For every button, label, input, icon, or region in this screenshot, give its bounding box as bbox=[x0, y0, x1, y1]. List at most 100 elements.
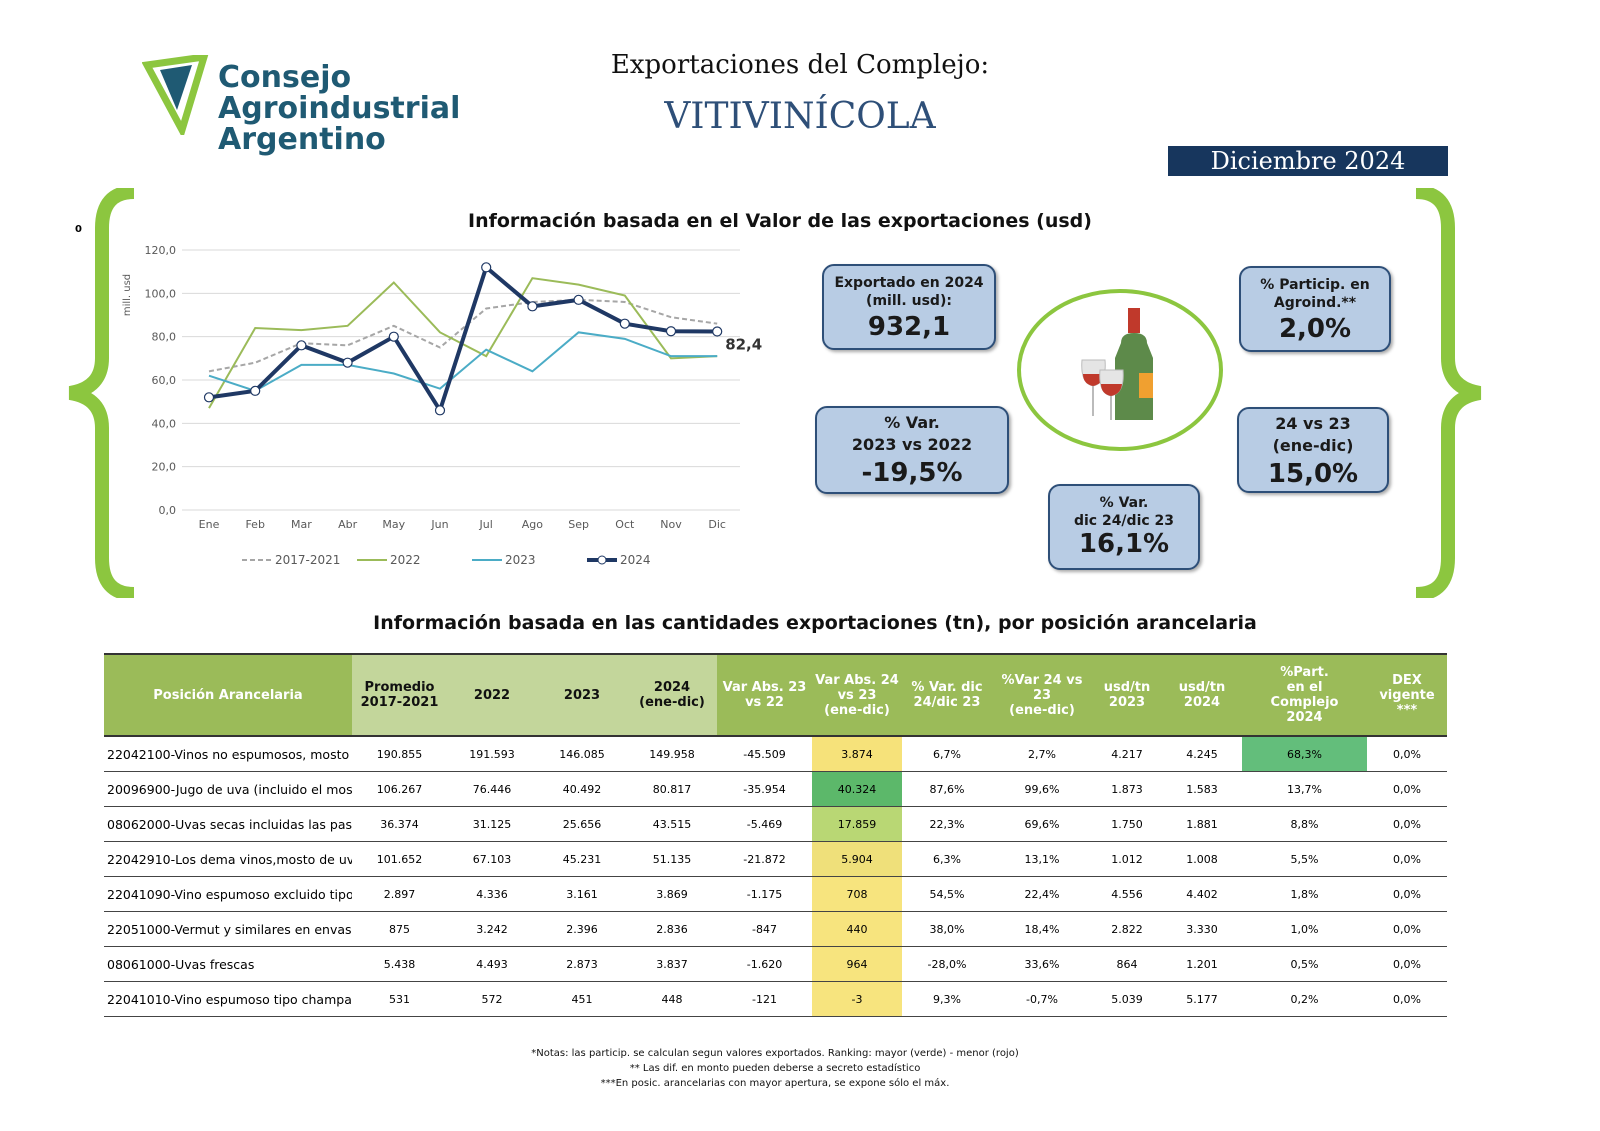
table-cell: 51.135 bbox=[627, 841, 717, 877]
table-cell: 448 bbox=[627, 981, 717, 1017]
footnote: ***En posic. arancelarias con mayor aper… bbox=[600, 1078, 950, 1089]
x-tick-label: Nov bbox=[660, 518, 682, 531]
table-cell: -3 bbox=[812, 981, 902, 1017]
table-cell: 146.085 bbox=[537, 736, 627, 772]
logo-line: Argentino bbox=[218, 122, 386, 157]
kpi-exported-2024: Exportado en 2024 (mill. usd): 932,1 bbox=[822, 264, 996, 350]
table-row: 22042100-Vinos no espumosos, mosto de 190… bbox=[104, 736, 1447, 772]
table-cell: 5.177 bbox=[1162, 981, 1242, 1017]
table-cell: 0,0% bbox=[1367, 946, 1447, 982]
column-header: usd/tn 2024 bbox=[1162, 654, 1242, 736]
tariff-position: 22051000-Vermut y similares en envases < bbox=[104, 911, 352, 947]
table-cell: 0,2% bbox=[1242, 981, 1367, 1017]
table-row: 08061000-Uvas frescas 5.438 4.493 2.873 3.83… bbox=[104, 946, 1447, 982]
table-cell: 1,0% bbox=[1242, 911, 1367, 947]
table-cell: 3.330 bbox=[1162, 911, 1242, 947]
y-tick-label: 40,0 bbox=[152, 417, 177, 430]
column-header: DEX vigente *** bbox=[1367, 654, 1447, 736]
kpi-24-vs-23: 24 vs 23 (ene-dic) 15,0% bbox=[1237, 407, 1389, 493]
data-point bbox=[665, 326, 677, 337]
table-cell: 0,0% bbox=[1367, 911, 1447, 947]
left-brace-icon bbox=[68, 188, 135, 598]
data-point bbox=[250, 385, 261, 396]
kpi-label: % Particip. en Agroind.** bbox=[1260, 277, 1370, 311]
x-tick-label: Oct bbox=[615, 518, 635, 531]
data-point bbox=[573, 294, 584, 305]
legend-label: 2024 bbox=[620, 553, 651, 567]
table-cell: 25.656 bbox=[537, 806, 627, 842]
x-tick-label: Jul bbox=[479, 518, 493, 531]
table-cell: 0,5% bbox=[1242, 946, 1367, 982]
kpi-var-dic: % Var. dic 24/dic 23 16,1% bbox=[1048, 484, 1200, 570]
x-tick-label: Dic bbox=[708, 518, 726, 531]
table-cell: 440 bbox=[812, 911, 902, 947]
tariff-position: 22042100-Vinos no espumosos, mosto de bbox=[104, 736, 352, 772]
table-cell: 31.125 bbox=[447, 806, 537, 842]
table-cell: 8,8% bbox=[1242, 806, 1367, 842]
data-point bbox=[527, 301, 538, 312]
logo-line: Consejo bbox=[218, 60, 352, 95]
value-section-title: Información basada en el Valor de las ex… bbox=[468, 210, 1092, 232]
period-badge: Diciembre 2024 bbox=[1168, 146, 1448, 176]
tariff-position: 20096900-Jugo de uva (incluido el mosto)… bbox=[104, 771, 352, 807]
table-cell: 3.874 bbox=[812, 736, 902, 772]
table-cell: -0,7% bbox=[992, 981, 1092, 1017]
table-cell: 43.515 bbox=[627, 806, 717, 842]
table-cell: 2.396 bbox=[537, 911, 627, 947]
column-header: 2024 (ene-dic) bbox=[627, 654, 717, 736]
table-cell: 531 bbox=[352, 981, 447, 1017]
column-header: Var Abs. 23 vs 22 bbox=[717, 654, 812, 736]
data-point bbox=[434, 405, 446, 416]
table-cell: -847 bbox=[717, 911, 812, 947]
y-tick-label: 120,0 bbox=[145, 244, 177, 257]
table-cell: 67.103 bbox=[447, 841, 537, 877]
x-tick-label: Feb bbox=[245, 518, 264, 531]
kpi-label: Exportado en 2024 (mill. usd): bbox=[834, 275, 984, 309]
column-header: 2023 bbox=[537, 654, 627, 736]
data-point bbox=[481, 262, 492, 273]
legend-label: 2022 bbox=[390, 553, 421, 567]
logo-text: Consejo Agroindustrial Argentino bbox=[218, 62, 460, 155]
table-cell: 33,6% bbox=[992, 946, 1092, 982]
table-section-title: Información basada en las cantidades exp… bbox=[373, 612, 1257, 634]
tariff-position: 22041090-Vino espumoso excluido tipo ch bbox=[104, 876, 352, 912]
column-header: usd/tn 2023 bbox=[1092, 654, 1162, 736]
table-cell: 13,1% bbox=[992, 841, 1092, 877]
table-cell: 0,0% bbox=[1367, 981, 1447, 1017]
legend-label: 2023 bbox=[505, 553, 536, 567]
x-tick-label: May bbox=[382, 518, 405, 531]
y-tick-label: 0,0 bbox=[159, 504, 177, 517]
table-cell: 54,5% bbox=[902, 876, 992, 912]
data-point bbox=[712, 326, 723, 337]
table-cell: -28,0% bbox=[902, 946, 992, 982]
table-cell: 708 bbox=[812, 876, 902, 912]
legend-marker bbox=[597, 555, 607, 565]
tariff-table: Posición Arancelaria Promedio 2017-2021 20… bbox=[104, 653, 1447, 1017]
kpi-label: % Var. dic 24/dic 23 bbox=[1073, 495, 1175, 529]
kpi-label: % Var. 2023 vs 2022 bbox=[851, 413, 973, 454]
footnote: *Notas: las particip. se calculan segun … bbox=[531, 1048, 1019, 1059]
table-cell: -5.469 bbox=[717, 806, 812, 842]
table-cell: -121 bbox=[717, 981, 812, 1017]
table-cell: 40.324 bbox=[812, 771, 902, 807]
table-cell: 0,0% bbox=[1367, 771, 1447, 807]
footnote: ** Las dif. en monto pueden deberse a se… bbox=[629, 1063, 921, 1074]
table-cell: 1.012 bbox=[1092, 841, 1162, 877]
header-row: Posición Arancelaria Promedio 2017-2021 20… bbox=[104, 654, 1447, 736]
table-cell: 40.492 bbox=[537, 771, 627, 807]
data-point bbox=[388, 331, 399, 342]
kpi-value: -19,5% bbox=[861, 458, 963, 488]
table-cell: 2.873 bbox=[537, 946, 627, 982]
column-header: %Var 24 vs 23 (ene-dic) bbox=[992, 654, 1092, 736]
x-tick-label: Jun bbox=[430, 518, 448, 531]
table-row: 22041090-Vino espumoso excluido tipo ch 2… bbox=[104, 876, 1447, 912]
table-cell: -1.175 bbox=[717, 876, 812, 912]
table-cell: 2,7% bbox=[992, 736, 1092, 772]
column-header: % Var. dic 24/dic 23 bbox=[902, 654, 992, 736]
table-cell: 191.593 bbox=[447, 736, 537, 772]
table-cell: 864 bbox=[1092, 946, 1162, 982]
table-cell: 964 bbox=[812, 946, 902, 982]
table-cell: 1.201 bbox=[1162, 946, 1242, 982]
table-cell: -45.509 bbox=[717, 736, 812, 772]
table-cell: 5,5% bbox=[1242, 841, 1367, 877]
